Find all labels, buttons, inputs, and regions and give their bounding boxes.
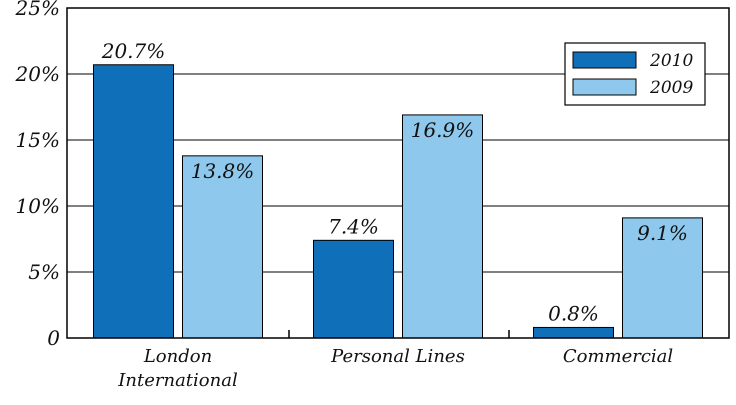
data-label: 9.1%: [637, 221, 688, 245]
y-tick-label: 10%: [16, 194, 60, 218]
data-label: 16.9%: [411, 118, 475, 142]
legend-swatch-2009: [572, 78, 637, 96]
legend: 2010 2009: [564, 42, 706, 106]
bar-2010-1: [313, 239, 394, 339]
y-tick-label: 20%: [15, 62, 60, 86]
legend-label-2010: 2010: [649, 51, 693, 71]
x-category-label: Commercial: [563, 346, 674, 367]
bar-2010-0: [93, 64, 174, 339]
y-tick-label: 15%: [16, 128, 60, 152]
y-tick-label: 0: [47, 326, 60, 350]
plot-frame: [66, 7, 730, 339]
data-label: 7.4%: [328, 214, 379, 238]
bar-2009-1: [402, 114, 483, 339]
bar-2010-2: [533, 326, 614, 339]
y-tick-label: 5%: [28, 260, 60, 284]
x-category-label: London: [143, 346, 212, 367]
bars-layer: [93, 64, 703, 339]
x-category-label: International: [117, 370, 238, 391]
data-label: 0.8%: [548, 301, 599, 325]
y-tick-label: 25%: [15, 0, 60, 20]
data-label: 13.8%: [191, 159, 255, 183]
data-label: 20.7%: [101, 39, 166, 63]
axis-layer: 0 5% 10% 15% 20% 25% London International Person…: [15, 0, 730, 391]
data-labels-layer: 20.7% 13.8% 7.4% 16.9% 0.8% 9.1%: [101, 39, 688, 326]
bar-2009-0: [182, 155, 263, 339]
bar-2009-2: [622, 217, 703, 339]
legend-swatch-2010: [572, 51, 637, 69]
x-category-label: Personal Lines: [330, 346, 465, 367]
legend-label-2009: 2009: [649, 78, 693, 98]
